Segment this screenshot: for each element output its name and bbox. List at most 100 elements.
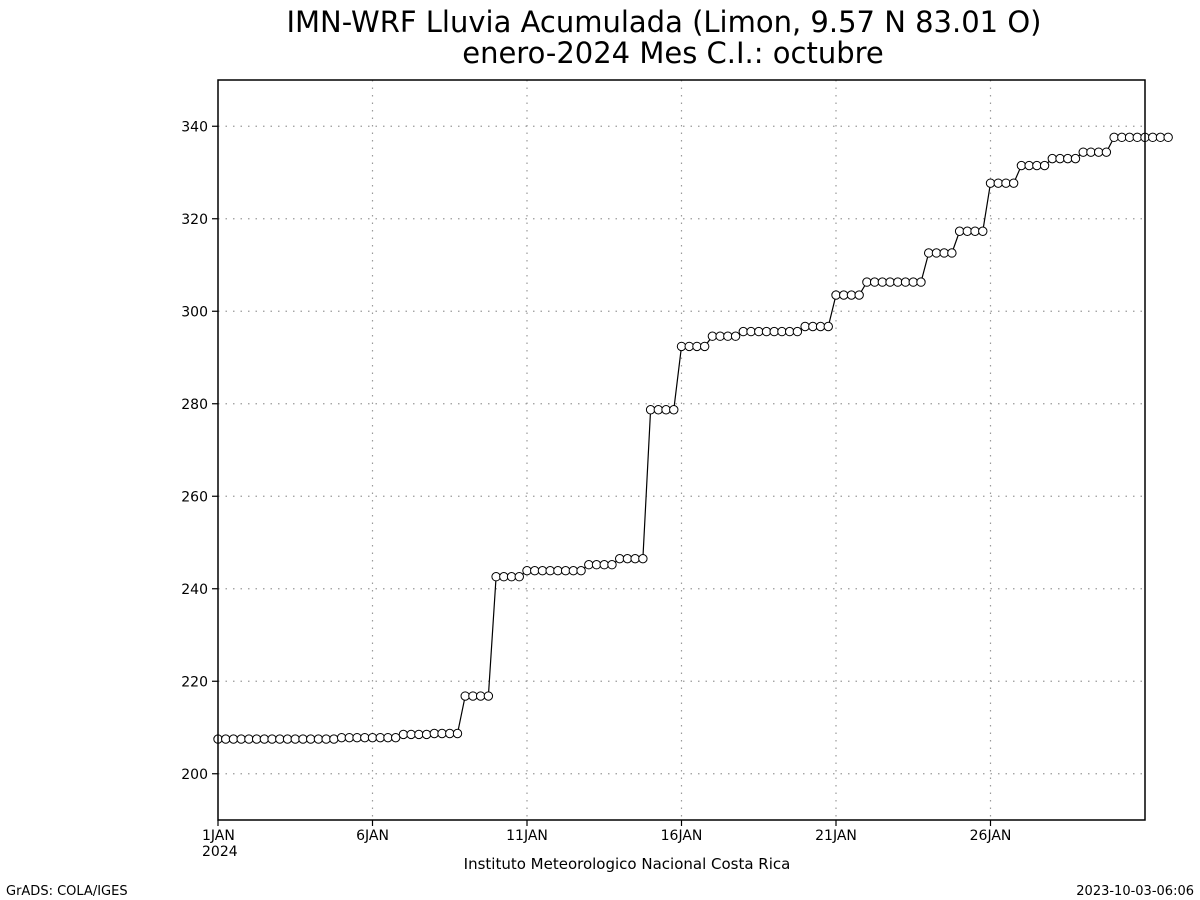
data-point [970, 226, 980, 236]
data-point [1086, 147, 1096, 157]
data-point [645, 405, 656, 415]
x-tick-label: 21JAN [815, 828, 857, 844]
data-point [267, 734, 277, 744]
data-point [846, 290, 857, 300]
data-point [514, 572, 524, 582]
data-point [908, 277, 918, 287]
data-point [398, 729, 409, 740]
y-axis-ticks: 200 220 240 260 280 300 320 340 [181, 119, 218, 783]
data-point [924, 248, 934, 258]
data-point [839, 290, 849, 300]
data-point [483, 691, 494, 701]
data-point [336, 732, 347, 743]
data-point [1001, 178, 1011, 188]
data-point [1063, 153, 1073, 164]
data-point [607, 560, 617, 570]
data-point [406, 729, 416, 740]
data-point [584, 560, 594, 570]
footer-left: GrADS: COLA/IGES [6, 884, 128, 899]
data-point [228, 734, 239, 744]
data-point [854, 290, 864, 300]
data-point [939, 248, 949, 258]
data-point [815, 321, 826, 332]
data-point [360, 732, 370, 743]
data-point [754, 326, 764, 337]
data-point [553, 566, 563, 576]
footer-right: 2023-10-03-06:06 [1076, 884, 1194, 899]
data-point [468, 691, 478, 701]
data-point [1109, 132, 1119, 143]
data-point [275, 734, 285, 744]
data-point [506, 572, 517, 582]
x-tick-label: 1JAN [202, 828, 235, 844]
data-point [730, 331, 741, 341]
data-point [1024, 160, 1034, 171]
data-point [298, 734, 308, 744]
data-point [1093, 147, 1104, 157]
data-point [746, 326, 756, 337]
data-point [1101, 147, 1112, 157]
data-point [591, 560, 602, 570]
data-point [962, 226, 973, 236]
data-point [352, 732, 362, 743]
data-point [931, 248, 942, 258]
data-point [414, 729, 424, 740]
data-point [1148, 132, 1158, 143]
x-tick-label: 26JAN [970, 828, 1012, 844]
grid-lines [218, 80, 1145, 820]
data-point [1016, 160, 1027, 171]
data-point [429, 728, 439, 739]
data-point [885, 277, 895, 287]
data-point [375, 732, 385, 743]
y-tick-label: 320 [181, 212, 208, 228]
data-point [715, 331, 725, 341]
data-point [367, 732, 378, 743]
data-point [630, 553, 640, 564]
data-point [707, 331, 718, 341]
series-group [213, 132, 1173, 744]
data-point [1032, 160, 1042, 171]
data-point [236, 734, 246, 744]
x-tick-sublabel: 2024 [202, 844, 238, 860]
y-tick-label: 220 [181, 674, 208, 690]
data-point [699, 341, 710, 352]
y-tick-label: 300 [181, 304, 208, 320]
y-tick-label: 280 [181, 397, 208, 413]
data-point [568, 566, 579, 576]
data-point [615, 553, 625, 564]
data-point [784, 326, 795, 337]
data-point [723, 331, 733, 341]
data-point [445, 728, 455, 739]
data-point [862, 277, 872, 287]
y-tick-label: 340 [181, 119, 208, 135]
data-point [638, 553, 648, 564]
data-point [383, 732, 393, 743]
x-tick-label: 6JAN [356, 828, 389, 844]
data-point [622, 553, 633, 564]
data-point [290, 734, 300, 744]
data-point [537, 566, 548, 576]
plot-frame [217, 79, 1146, 821]
data-point [576, 566, 586, 576]
data-point [1163, 132, 1173, 143]
data-point [761, 326, 772, 337]
data-point [823, 321, 833, 332]
data-point [244, 734, 254, 744]
data-point [475, 691, 486, 701]
data-point [1055, 153, 1065, 164]
data-point [777, 326, 787, 337]
data-point [661, 405, 671, 415]
data-point [282, 734, 293, 744]
data-point [669, 405, 679, 415]
data-point [1132, 132, 1142, 143]
data-point [877, 277, 888, 287]
data-point [1008, 178, 1019, 188]
data-point [313, 734, 324, 744]
data-point [452, 728, 463, 739]
data-point [530, 566, 540, 576]
data-point [792, 326, 803, 337]
data-point [259, 734, 270, 744]
data-point [1070, 153, 1081, 164]
data-point [1078, 147, 1088, 157]
